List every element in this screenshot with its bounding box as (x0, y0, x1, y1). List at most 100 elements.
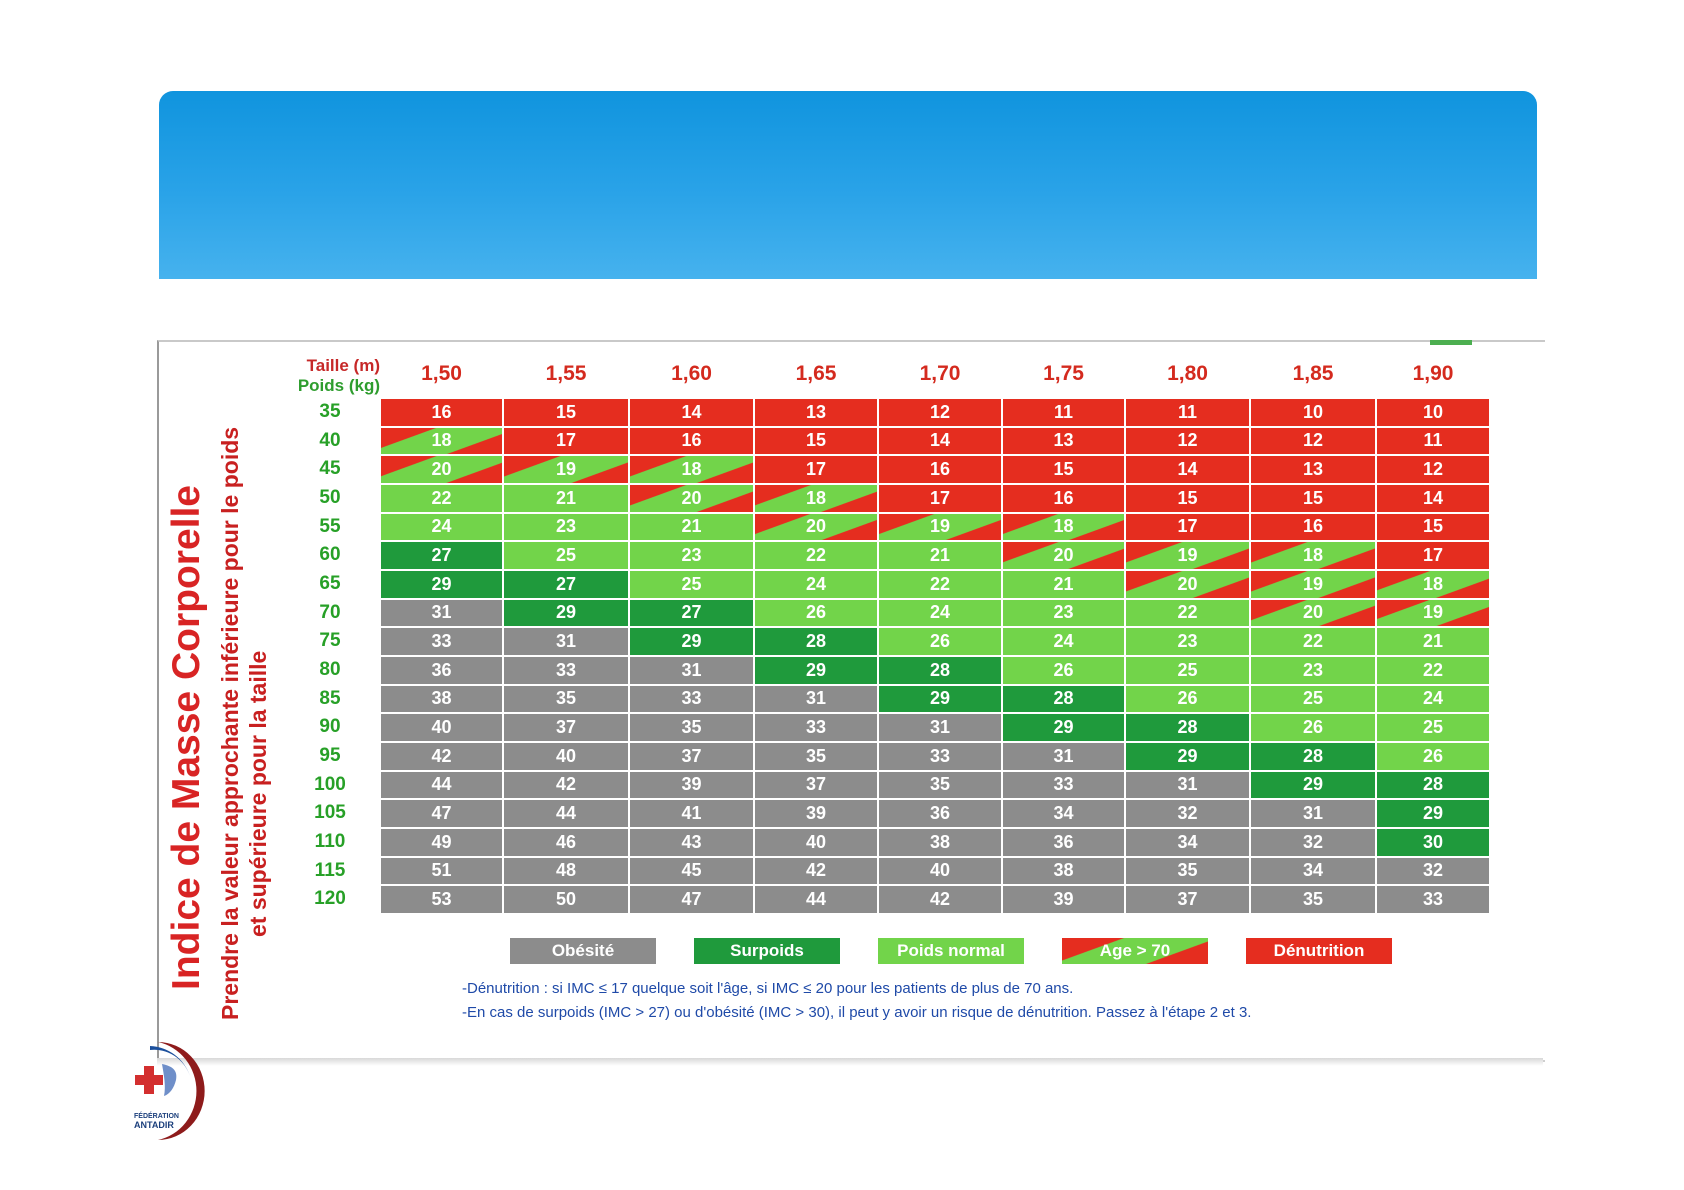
legend: Obésité Surpoids Poids normal Age > 70 Dénut… (510, 938, 1392, 964)
bmi-cell-obesite: 40 (754, 828, 878, 857)
weight-label: 115 (314, 859, 346, 881)
bmi-cell-age70: 19 (503, 455, 629, 484)
height-header-cell: 1,70 (919, 362, 961, 385)
bmi-cell-denutrition: 16 (1002, 484, 1125, 513)
bmi-cell-age70: 20 (629, 484, 754, 513)
bmi-cell-denutrition: 15 (503, 398, 629, 427)
bmi-cell-denutrition: 13 (1002, 426, 1125, 456)
bmi-cell-obesite: 36 (1002, 828, 1125, 857)
bmi-cell-normal: 24 (1376, 684, 1490, 714)
bmi-cell-normal: 23 (1125, 627, 1250, 656)
bmi-cell-denutrition: 11 (1125, 398, 1250, 427)
legend-normal: Poids normal (878, 938, 1024, 964)
bmi-cell-obesite: 41 (629, 799, 754, 828)
weight-label: 105 (314, 802, 346, 824)
bmi-cell-obesite: 39 (629, 770, 754, 800)
bmi-grid: 16 15 14 13 12 11 11 10 10 18 17 16 15 14 13 12 12 11 20 19… (380, 398, 1490, 914)
chart-title: Indice de Masse Corporelle (165, 484, 208, 990)
bmi-cell-obesite: 32 (1376, 856, 1490, 886)
bmi-cell-age70: 18 (1250, 541, 1376, 570)
bmi-cell-normal: 21 (878, 541, 1002, 570)
bmi-cell-denutrition: 17 (1376, 541, 1490, 570)
bmi-cell-age70: 20 (380, 455, 503, 484)
bmi-cell-age70: 19 (1125, 541, 1250, 570)
bmi-cell-obesite: 31 (878, 713, 1002, 742)
weight-label: 45 (319, 458, 341, 480)
chart-subtitle-line-1: Prendre la valeur approchante inférieure… (217, 426, 243, 1020)
bmi-cell-obesite: 35 (1250, 885, 1376, 914)
bmi-cell-obesite: 42 (754, 856, 878, 886)
bmi-cell-surpoids: 29 (1125, 742, 1250, 771)
bmi-cell-denutrition: 16 (380, 398, 503, 427)
bmi-cell-normal: 26 (1002, 656, 1125, 685)
bmi-cell-denutrition: 10 (1376, 398, 1490, 427)
weight-label: 70 (319, 601, 341, 623)
height-header-cell: 1,90 (1412, 362, 1454, 385)
chart-subtitle-line-2: et supérieure pour la taille (245, 650, 271, 937)
bmi-cell-denutrition: 17 (503, 426, 629, 456)
bmi-cell-normal: 26 (878, 627, 1002, 656)
height-header-cell: 1,80 (1167, 362, 1208, 385)
bmi-cell-normal: 25 (629, 570, 754, 599)
panel-tab-marker (1430, 340, 1472, 345)
bmi-cell-normal: 22 (754, 541, 878, 570)
bmi-cell-normal: 24 (878, 598, 1002, 628)
bmi-cell-obesite: 35 (1125, 856, 1250, 886)
bmi-cell-obesite: 36 (380, 656, 503, 685)
bmi-cell-denutrition: 16 (629, 426, 754, 456)
bmi-cell-obesite: 35 (629, 713, 754, 742)
bmi-cell-obesite: 48 (503, 856, 629, 886)
bmi-cell-denutrition: 11 (1002, 398, 1125, 427)
bmi-cell-normal: 21 (1002, 570, 1125, 599)
bmi-cell-denutrition: 17 (878, 484, 1002, 513)
weight-label: 60 (319, 544, 341, 566)
bmi-cell-denutrition: 15 (1376, 512, 1490, 542)
bmi-cell-obesite: 38 (1002, 856, 1125, 886)
height-header-cell: 1,50 (421, 362, 462, 385)
bmi-cell-obesite: 33 (1002, 770, 1125, 800)
bmi-cell-obesite: 31 (1125, 770, 1250, 800)
weight-label: 80 (319, 659, 341, 680)
bmi-cell-normal: 23 (629, 541, 754, 570)
bmi-cell-surpoids: 29 (1250, 770, 1376, 800)
bmi-cell-normal: 26 (1125, 684, 1250, 714)
weight-label: 110 (314, 831, 346, 852)
logo-arc (158, 1042, 205, 1140)
height-header-cell: 1,75 (1043, 362, 1084, 385)
bmi-cell-obesite: 53 (380, 885, 503, 914)
bmi-cell-obesite: 40 (380, 713, 503, 742)
bmi-cell-surpoids: 28 (754, 627, 878, 656)
bmi-cell-age70: 19 (1376, 598, 1490, 628)
bmi-cell-normal: 21 (629, 512, 754, 542)
bmi-cell-obesite: 38 (380, 684, 503, 714)
height-header-cell: 1,55 (545, 362, 587, 385)
bmi-cell-obesite: 45 (629, 856, 754, 886)
bmi-cell-denutrition: 12 (878, 398, 1002, 427)
bmi-cell-normal: 22 (380, 484, 503, 513)
logo-cross-h (135, 1075, 163, 1085)
bmi-cell-obesite: 34 (1002, 799, 1125, 828)
bmi-cell-surpoids: 29 (754, 656, 878, 685)
bmi-cell-denutrition: 17 (1125, 512, 1250, 542)
bmi-cell-obesite: 35 (878, 770, 1002, 800)
logo-text-line2: ANTADIR (134, 1120, 174, 1130)
bmi-cell-surpoids: 27 (380, 541, 503, 570)
bmi-cell-normal: 25 (1125, 656, 1250, 685)
bmi-cell-surpoids: 27 (503, 570, 629, 599)
bmi-cell-age70: 18 (754, 484, 878, 513)
bmi-cell-surpoids: 29 (878, 684, 1002, 714)
bmi-cell-normal: 25 (503, 541, 629, 570)
weight-label: 90 (319, 716, 341, 738)
bmi-cell-obesite: 31 (1002, 742, 1125, 771)
bmi-cell-age70: 19 (878, 512, 1002, 542)
bmi-cell-normal: 26 (1376, 742, 1490, 771)
bmi-cell-obesite: 50 (503, 885, 629, 914)
bmi-cell-age70: 20 (1125, 570, 1250, 599)
logo-face (162, 1064, 177, 1096)
bmi-cell-denutrition: 13 (754, 398, 878, 427)
bmi-cell-obesite: 32 (1250, 828, 1376, 857)
bmi-cell-obesite: 43 (629, 828, 754, 857)
bmi-cell-obesite: 31 (754, 684, 878, 714)
bmi-cell-denutrition: 17 (754, 455, 878, 484)
bmi-cell-normal: 25 (1250, 684, 1376, 714)
